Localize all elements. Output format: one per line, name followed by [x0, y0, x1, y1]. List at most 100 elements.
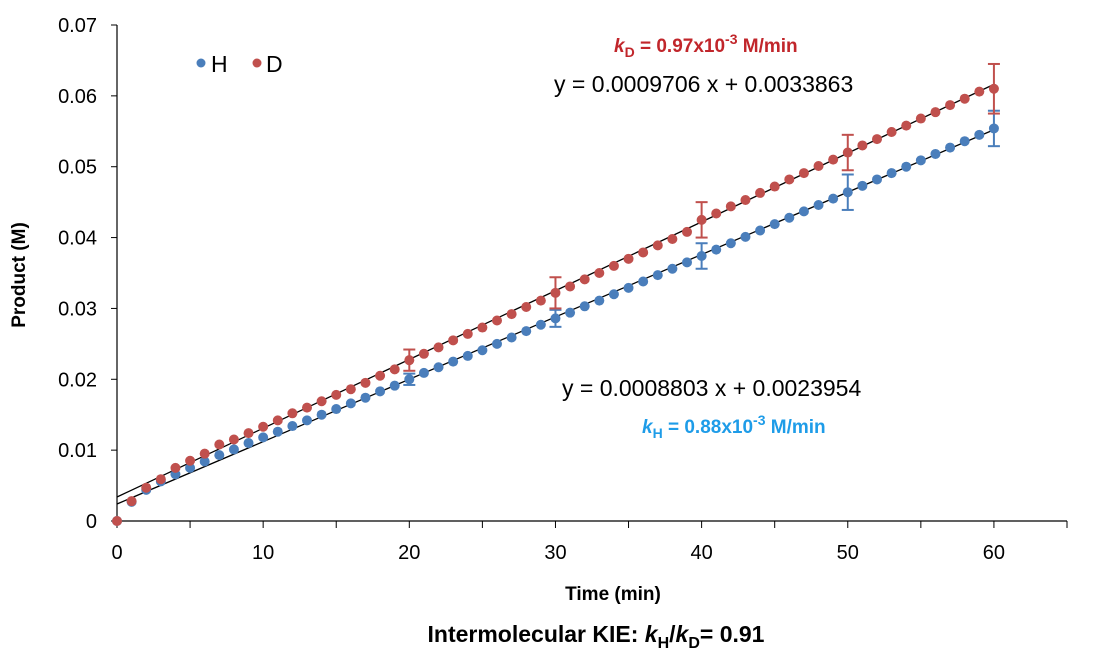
trendline-equation-h: y = 0.0008803 x + 0.0023954: [562, 375, 861, 401]
point-h: [930, 148, 941, 159]
point-h: [316, 409, 327, 420]
x-tick-label: 10: [252, 542, 274, 564]
point-d: [725, 201, 736, 212]
point-h: [755, 225, 766, 236]
point-h: [828, 193, 839, 204]
point-h: [608, 289, 619, 300]
point-h: [769, 219, 780, 230]
point-d: [901, 120, 912, 131]
point-d: [360, 377, 371, 388]
point-d: [828, 154, 839, 165]
point-d: [755, 187, 766, 198]
point-d: [959, 93, 970, 104]
y-axis-label: Product (M): [9, 222, 30, 328]
legend: H D: [196, 51, 283, 77]
point-h: [740, 231, 751, 242]
point-h: [243, 438, 254, 449]
point-h: [521, 326, 532, 337]
point-h: [725, 238, 736, 249]
data-points: [112, 83, 999, 526]
point-h: [272, 426, 283, 437]
point-h: [901, 161, 912, 172]
point-h: [667, 263, 678, 274]
point-d: [565, 281, 576, 292]
caption-sub1: H: [658, 635, 670, 652]
legend-marker-d: [252, 58, 262, 68]
point-h: [433, 362, 444, 373]
point-d: [711, 208, 722, 219]
point-d: [872, 134, 882, 145]
point-h: [652, 270, 663, 281]
point-h: [682, 257, 692, 268]
point-d: [433, 342, 444, 353]
point-d: [682, 226, 692, 237]
point-d: [623, 253, 634, 264]
point-h: [886, 168, 897, 179]
point-h: [813, 199, 824, 210]
point-h: [214, 450, 225, 461]
y-tick-label: 0.02: [58, 369, 97, 391]
point-h: [696, 250, 707, 261]
point-d: [652, 240, 663, 251]
point-h: [228, 444, 239, 455]
point-h: [331, 404, 342, 415]
rate-h-sub: H: [653, 425, 663, 441]
point-d: [331, 389, 342, 400]
legend-label-h: H: [211, 51, 228, 77]
point-h: [945, 142, 956, 153]
point-d: [988, 83, 999, 94]
rate-label-d: kD = 0.97x10-3 M/min: [614, 31, 798, 60]
point-h: [550, 313, 561, 324]
point-h: [974, 129, 985, 140]
y-tick-labels: 0 0.01 0.02 0.03 0.04 0.05 0.06 0.07: [58, 15, 117, 533]
point-d: [608, 260, 619, 271]
point-d: [930, 107, 941, 118]
point-h: [565, 307, 576, 318]
point-d: [550, 287, 561, 298]
rate-d-mid: = 0.97x10: [635, 36, 725, 57]
point-d: [521, 302, 532, 313]
point-d: [287, 408, 298, 419]
point-d: [126, 496, 137, 507]
point-d: [594, 268, 605, 278]
caption-k2: k: [676, 621, 690, 647]
point-h: [959, 136, 970, 147]
point-d: [112, 516, 122, 526]
point-d: [769, 181, 780, 192]
caption-prefix: Intermolecular KIE:: [428, 621, 645, 647]
rate-d-k: k: [614, 36, 626, 57]
caption-slash: /: [669, 621, 676, 647]
point-d: [477, 322, 488, 333]
point-d: [579, 274, 590, 285]
point-d: [535, 295, 546, 306]
legend-marker-h: [196, 58, 206, 68]
point-d: [302, 402, 312, 413]
point-d: [170, 462, 181, 473]
point-h: [448, 356, 459, 367]
caption-k1: k: [645, 621, 659, 647]
caption-sub2: D: [688, 635, 700, 652]
point-d: [696, 214, 707, 225]
point-d: [418, 348, 429, 359]
x-tick-label: 60: [983, 542, 1005, 564]
rate-d-sub: D: [625, 44, 635, 60]
point-d: [404, 355, 415, 366]
point-h: [287, 421, 298, 432]
point-h: [594, 295, 605, 306]
point-d: [448, 335, 459, 346]
point-d: [857, 140, 868, 151]
point-h: [535, 319, 546, 330]
x-tick-label: 0: [111, 542, 122, 564]
rate-h-sup: -3: [753, 412, 766, 428]
point-h: [462, 350, 473, 361]
point-h: [302, 415, 312, 426]
point-d: [345, 384, 356, 395]
point-h: [711, 244, 722, 255]
x-tick-labels: 0 10 20 30 40 50 60: [111, 521, 1068, 564]
x-tick-label: 30: [544, 542, 566, 564]
x-tick-label: 50: [837, 542, 859, 564]
point-h: [375, 386, 386, 397]
point-d: [243, 428, 254, 439]
axes: [116, 25, 1067, 522]
point-d: [375, 370, 386, 381]
